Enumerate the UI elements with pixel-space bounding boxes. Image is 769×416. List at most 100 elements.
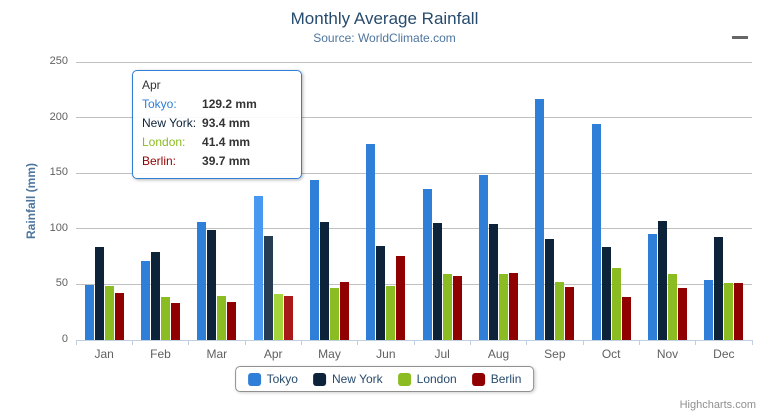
bar-tokyo-dec[interactable] <box>704 279 714 340</box>
bar-new-york-feb[interactable] <box>151 252 160 340</box>
legend-symbol-icon <box>471 372 485 386</box>
bar-london-may[interactable] <box>330 287 339 340</box>
bar-berlin-aug[interactable] <box>509 272 518 340</box>
x-axis-label: Feb <box>150 347 171 361</box>
x-axis-tick <box>131 340 133 345</box>
tooltip-series-label: Tokyo: <box>142 97 177 111</box>
gridline <box>76 61 752 63</box>
legend: Tokyo New York London Berlin <box>234 366 535 392</box>
bar-tokyo-jul[interactable] <box>422 189 432 340</box>
tooltip-series-label: New York: <box>142 116 197 130</box>
tooltip-header: Apr <box>142 78 161 92</box>
bar-berlin-dec[interactable] <box>734 283 744 340</box>
bar-new-york-apr[interactable] <box>263 236 273 340</box>
credits-link[interactable]: Highcharts.com <box>679 399 756 411</box>
x-axis-tick <box>751 340 753 345</box>
bar-new-york-jan[interactable] <box>94 247 104 340</box>
bar-new-york-jun[interactable] <box>376 246 386 340</box>
bar-berlin-mar[interactable] <box>227 301 237 340</box>
bar-berlin-feb[interactable] <box>171 303 180 340</box>
tooltip-series-label: London: <box>142 135 186 149</box>
bar-tokyo-mar[interactable] <box>197 221 207 340</box>
tooltip-table: Tokyo: 129.2 mm New York: 93.4 mm London: 41.… <box>142 95 257 171</box>
bar-tokyo-may[interactable] <box>310 179 319 340</box>
x-axis-tick <box>300 340 302 345</box>
x-axis-label: Jul <box>434 347 450 361</box>
tooltip-value: 41.4 mm <box>202 135 251 149</box>
bar-tokyo-apr[interactable] <box>253 196 263 340</box>
bar-tokyo-nov[interactable] <box>648 233 657 340</box>
y-axis-label: 250 <box>49 55 68 67</box>
bar-london-oct[interactable] <box>611 267 621 340</box>
legend-item-london[interactable]: London <box>397 372 457 386</box>
bar-tokyo-feb[interactable] <box>141 260 150 340</box>
gridline <box>76 172 752 174</box>
bar-london-dec[interactable] <box>724 283 734 340</box>
bar-tokyo-aug[interactable] <box>479 174 488 340</box>
bar-new-york-dec[interactable] <box>714 237 724 340</box>
bar-london-nov[interactable] <box>668 274 677 340</box>
bar-new-york-nov[interactable] <box>658 221 667 340</box>
tooltip-series-label: Berlin: <box>142 154 177 168</box>
y-axis-label: 100 <box>49 221 68 234</box>
x-axis-tick <box>469 340 471 345</box>
bar-london-apr[interactable] <box>273 293 283 340</box>
bar-london-jun[interactable] <box>386 286 396 340</box>
bar-tokyo-jan[interactable] <box>84 284 94 340</box>
bar-new-york-mar[interactable] <box>207 230 217 340</box>
bar-london-aug[interactable] <box>499 273 508 340</box>
bar-tokyo-oct[interactable] <box>591 124 601 340</box>
x-axis-label: Jan <box>94 347 114 361</box>
x-axis-tick <box>413 340 415 345</box>
bar-berlin-jan[interactable] <box>114 292 124 340</box>
bar-london-feb[interactable] <box>161 296 170 340</box>
export-menu-button[interactable] <box>729 19 751 39</box>
bar-berlin-oct[interactable] <box>621 296 631 340</box>
bar-new-york-jul[interactable] <box>432 223 442 340</box>
bar-berlin-nov[interactable] <box>678 287 687 340</box>
x-axis-tick <box>526 340 528 345</box>
y-axis-label: 50 <box>55 277 68 290</box>
y-axis-label: 0 <box>61 333 68 345</box>
tooltip: Apr Tokyo: 129.2 mm New York: 93.4 mm London… <box>132 70 302 179</box>
bar-new-york-aug[interactable] <box>489 224 498 340</box>
bar-berlin-may[interactable] <box>340 281 349 340</box>
tooltip-row: Berlin: 39.7 mm <box>142 152 257 171</box>
legend-label: London <box>416 372 457 386</box>
x-axis-tick <box>357 340 359 345</box>
legend-item-berlin[interactable]: Berlin <box>471 372 521 386</box>
legend-label: Tokyo <box>266 372 298 386</box>
y-axis-label: 200 <box>49 110 68 123</box>
bar-new-york-oct[interactable] <box>601 247 611 340</box>
tooltip-value: 129.2 mm <box>202 97 257 111</box>
bar-london-sep[interactable] <box>555 281 565 340</box>
bar-new-york-may[interactable] <box>320 222 329 340</box>
x-axis-label: Mar <box>206 347 228 361</box>
bar-london-jul[interactable] <box>442 274 452 340</box>
bar-new-york-sep[interactable] <box>545 238 555 340</box>
x-axis-tick <box>244 340 246 345</box>
bar-berlin-apr[interactable] <box>283 295 293 340</box>
plot-area: Jan Feb Mar Apr May Jun Jul Aug Sep Oct Nov Dec <box>75 61 753 361</box>
chart-subtitle: Source: WorldClimate.com <box>313 31 456 45</box>
bar-london-mar[interactable] <box>217 296 227 340</box>
x-axis-tick <box>582 340 584 345</box>
bar-berlin-jun[interactable] <box>396 256 406 340</box>
bar-tokyo-sep[interactable] <box>535 99 545 340</box>
gridline <box>76 283 752 285</box>
tooltip-row: Tokyo: 129.2 mm <box>142 95 257 114</box>
legend-item-new-york[interactable]: New York <box>312 372 383 386</box>
x-axis-tick <box>638 340 640 345</box>
tooltip-row: London: 41.4 mm <box>142 133 257 152</box>
legend-item-tokyo[interactable]: Tokyo <box>247 372 298 386</box>
bar-london-jan[interactable] <box>104 285 114 340</box>
bar-tokyo-jun[interactable] <box>366 144 376 340</box>
tooltip-value: 39.7 mm <box>202 154 251 168</box>
bar-berlin-jul[interactable] <box>452 276 462 340</box>
x-axis-tick <box>188 340 190 345</box>
tooltip-row: New York: 93.4 mm <box>142 114 257 133</box>
chart-title: Monthly Average Rainfall <box>290 9 479 28</box>
y-axis-label: 150 <box>49 166 68 179</box>
bar-berlin-sep[interactable] <box>565 287 575 340</box>
x-axis-label: Aug <box>487 347 510 361</box>
